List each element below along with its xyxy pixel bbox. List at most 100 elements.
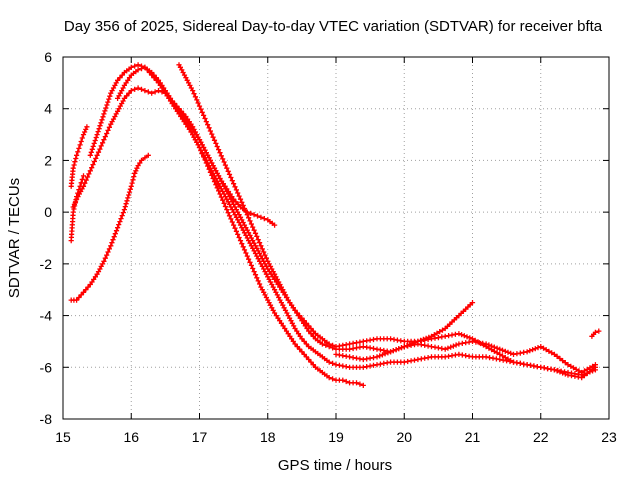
data-point <box>207 128 213 134</box>
data-point <box>576 368 582 374</box>
data-point <box>225 210 231 216</box>
data-point <box>201 154 207 160</box>
data-point <box>252 272 259 278</box>
data-point <box>464 334 470 340</box>
data-point <box>411 342 418 348</box>
data-point <box>122 204 128 210</box>
data-point <box>456 331 462 337</box>
data-point <box>243 209 249 215</box>
data-point <box>543 347 549 353</box>
data-point <box>89 165 95 171</box>
data-point <box>367 363 373 369</box>
y-tick-labels: -8 -6 -4 -2 0 2 4 6 <box>40 49 53 427</box>
data-point <box>258 214 264 220</box>
data-point <box>192 94 198 100</box>
data-point <box>255 237 261 243</box>
data-point <box>557 369 563 375</box>
data-point <box>463 353 469 359</box>
data-point <box>222 162 228 168</box>
data-point <box>135 62 141 68</box>
data-point <box>385 350 391 356</box>
x-tick-label: 16 <box>123 429 139 445</box>
y-axis-label: SDTVAR / TECUs <box>6 178 23 298</box>
data-point <box>109 240 115 246</box>
data-point <box>111 234 117 240</box>
data-point <box>106 96 112 102</box>
data-point <box>102 108 108 114</box>
data-point <box>330 360 336 366</box>
data-point <box>247 259 253 265</box>
data-point <box>435 334 441 341</box>
data-point <box>76 145 82 151</box>
data-point <box>581 368 587 374</box>
data-point <box>224 165 230 171</box>
data-point <box>377 347 383 353</box>
data-point <box>101 258 107 264</box>
data-point <box>254 213 261 219</box>
data-point <box>95 129 101 135</box>
data-point <box>461 333 467 339</box>
data-point <box>257 281 263 287</box>
data-point <box>370 336 377 343</box>
data-point <box>211 179 218 185</box>
data-point <box>426 334 432 340</box>
data-point <box>377 361 383 367</box>
data-point <box>206 125 212 131</box>
data-point <box>128 88 134 94</box>
data-point <box>80 173 87 179</box>
data-point <box>217 150 223 156</box>
data-point <box>453 342 459 348</box>
data-point <box>123 201 129 207</box>
data-point <box>92 137 98 144</box>
data-point <box>554 353 560 359</box>
data-point <box>248 210 254 216</box>
data-point <box>190 88 196 94</box>
data-point <box>105 127 111 133</box>
data-point <box>205 122 211 128</box>
data-point <box>263 255 269 261</box>
data-point <box>145 152 151 158</box>
data-point <box>236 193 242 199</box>
data-point <box>130 177 136 183</box>
y-tick-label: -6 <box>40 359 53 375</box>
data-point <box>221 159 227 165</box>
data-point <box>106 124 112 130</box>
data-point <box>102 134 108 140</box>
data-point <box>125 195 131 201</box>
data-point <box>254 275 260 281</box>
data-point <box>93 134 99 141</box>
data-point <box>541 365 547 371</box>
data-point <box>257 240 263 246</box>
data-point <box>142 155 148 161</box>
data-point <box>364 344 370 350</box>
data-point <box>218 194 224 200</box>
data-point <box>246 256 252 262</box>
data-point <box>527 362 534 368</box>
data-point <box>226 213 233 219</box>
data-point <box>527 348 533 354</box>
data-point <box>434 330 440 336</box>
data-point <box>90 143 96 149</box>
data-point <box>213 182 219 188</box>
data-point <box>596 328 602 334</box>
data-point <box>229 178 235 184</box>
data-point <box>126 192 132 198</box>
x-tick-label: 17 <box>192 429 208 445</box>
data-point <box>205 163 211 169</box>
data-point <box>326 344 332 350</box>
data-point <box>198 148 204 154</box>
data-point <box>382 351 388 357</box>
series-track-i <box>333 338 598 376</box>
data-point <box>91 140 97 146</box>
data-point <box>224 207 230 213</box>
data-point <box>126 189 133 195</box>
data-point <box>196 103 203 109</box>
data-point <box>119 213 125 219</box>
data-point <box>442 333 448 339</box>
data-point <box>196 144 203 151</box>
data-point <box>142 88 148 94</box>
data-point <box>90 162 96 168</box>
data-point <box>232 225 238 231</box>
data-point <box>483 341 489 347</box>
